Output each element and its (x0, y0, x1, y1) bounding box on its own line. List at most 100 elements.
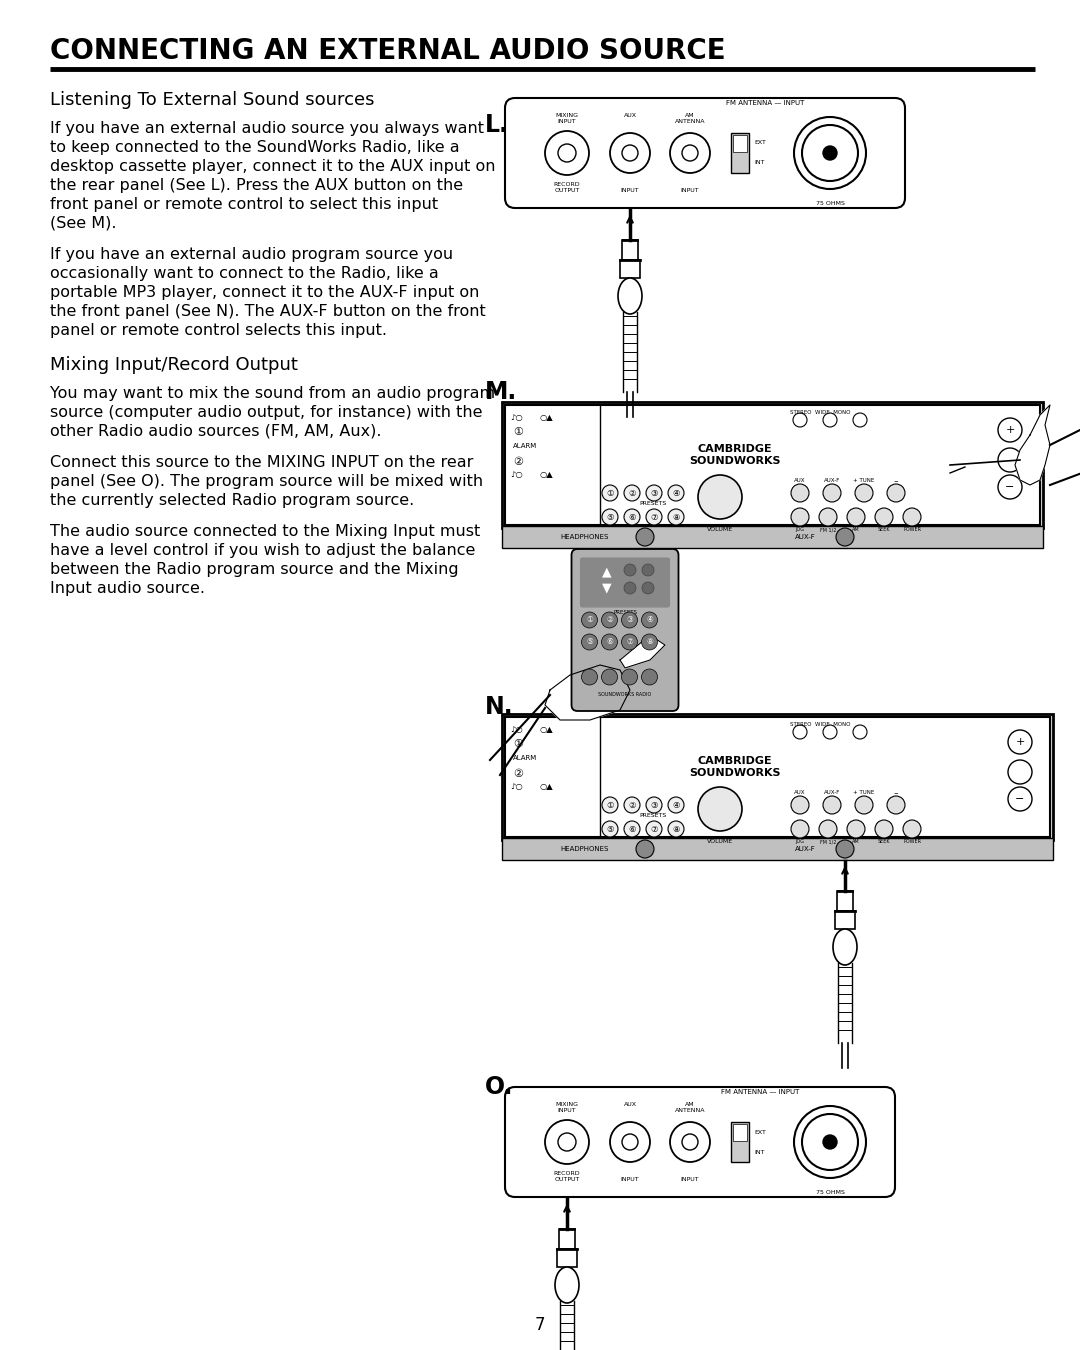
Text: other Radio audio sources (FM, AM, Aux).: other Radio audio sources (FM, AM, Aux). (50, 424, 381, 439)
Text: AUX-F: AUX-F (795, 846, 815, 852)
Text: POWER: POWER (903, 838, 921, 844)
Bar (502, 526, 1043, 548)
Text: ▲: ▲ (603, 566, 611, 578)
Text: SEEK: SEEK (878, 526, 890, 532)
Text: ⑦: ⑦ (650, 825, 658, 833)
Circle shape (602, 634, 618, 649)
Text: ♪○: ♪○ (510, 413, 523, 423)
Text: ⑦: ⑦ (650, 513, 658, 521)
Circle shape (621, 634, 637, 649)
Circle shape (636, 840, 654, 859)
Text: ⑥: ⑥ (629, 513, 636, 521)
Circle shape (819, 508, 837, 526)
Polygon shape (545, 666, 630, 720)
Text: VOLUME: VOLUME (707, 838, 733, 844)
Circle shape (669, 509, 684, 525)
Text: ④: ④ (672, 489, 679, 498)
Circle shape (602, 821, 618, 837)
Text: AM
ANTENNA: AM ANTENNA (675, 113, 705, 124)
Text: CAMBRIDGE
SOUNDWORKS: CAMBRIDGE SOUNDWORKS (689, 756, 781, 778)
Text: INPUT: INPUT (621, 188, 639, 193)
Text: FM 1/2: FM 1/2 (820, 526, 836, 532)
Text: PRESETS: PRESETS (639, 501, 666, 506)
Text: AUX-F: AUX-F (824, 790, 840, 795)
Text: VOLUME: VOLUME (707, 526, 733, 532)
Text: ②: ② (513, 458, 523, 467)
Circle shape (823, 485, 841, 502)
Text: AM: AM (852, 526, 860, 532)
Text: MIXING
INPUT: MIXING INPUT (555, 1102, 579, 1112)
Text: ④: ④ (672, 801, 679, 810)
Text: EXT: EXT (754, 1130, 766, 1134)
Circle shape (624, 509, 640, 525)
Text: JOG: JOG (796, 838, 805, 844)
Text: ③: ③ (650, 489, 658, 498)
Text: −: − (893, 790, 899, 795)
Text: INT: INT (754, 1149, 765, 1154)
Text: INPUT: INPUT (680, 188, 700, 193)
Text: front panel or remote control to select this input: front panel or remote control to select … (50, 197, 438, 212)
Polygon shape (620, 634, 665, 668)
Text: Connect this source to the MIXING INPUT on the rear: Connect this source to the MIXING INPUT … (50, 455, 473, 470)
Text: The audio source connected to the Mixing Input must: The audio source connected to the Mixing… (50, 524, 481, 539)
Bar (559, 1228, 575, 1249)
Text: ②: ② (629, 801, 636, 810)
Text: ALARM: ALARM (513, 755, 537, 761)
Circle shape (903, 819, 921, 838)
Circle shape (624, 564, 636, 576)
Circle shape (624, 796, 640, 813)
Circle shape (602, 485, 618, 501)
Text: AUX: AUX (794, 478, 806, 483)
Text: +: + (1005, 425, 1015, 435)
Text: panel (See O). The program source will be mixed with: panel (See O). The program source will b… (50, 474, 483, 489)
Text: N.: N. (485, 695, 514, 720)
FancyBboxPatch shape (571, 549, 678, 711)
Text: ②: ② (606, 616, 613, 625)
Circle shape (581, 634, 597, 649)
Text: If you have an external audio source you always want: If you have an external audio source you… (50, 122, 484, 136)
Circle shape (669, 485, 684, 501)
Text: M.: M. (485, 379, 517, 404)
Text: MIXING
INPUT: MIXING INPUT (555, 113, 579, 124)
Text: + TUNE: + TUNE (853, 790, 875, 795)
Text: ⑥: ⑥ (629, 825, 636, 833)
Circle shape (581, 670, 597, 684)
Text: ①: ① (606, 489, 613, 498)
Text: ①: ① (513, 738, 523, 749)
Circle shape (642, 670, 658, 684)
Text: ①: ① (513, 427, 523, 437)
Text: FM ANTENNA — INPUT: FM ANTENNA — INPUT (726, 100, 805, 107)
Text: INPUT: INPUT (680, 1177, 700, 1183)
Ellipse shape (555, 1268, 579, 1303)
Circle shape (581, 612, 597, 628)
Text: to keep connected to the SoundWorks Radio, like a: to keep connected to the SoundWorks Radi… (50, 140, 460, 155)
Bar (733, 135, 747, 153)
Text: FM ANTENNA — INPUT: FM ANTENNA — INPUT (720, 1089, 799, 1095)
Circle shape (642, 564, 654, 576)
Text: SOUNDWORKS RADIO: SOUNDWORKS RADIO (598, 693, 651, 697)
Text: source (computer audio output, for instance) with the: source (computer audio output, for insta… (50, 405, 483, 420)
Text: ⑤: ⑤ (606, 513, 613, 521)
Text: ②: ② (513, 769, 523, 779)
Circle shape (791, 819, 809, 838)
Circle shape (602, 670, 618, 684)
Text: ○▲: ○▲ (540, 413, 554, 423)
Text: SEEK: SEEK (878, 838, 890, 844)
Circle shape (602, 796, 618, 813)
Text: ③: ③ (626, 616, 633, 625)
Circle shape (823, 146, 837, 161)
Circle shape (621, 612, 637, 628)
Circle shape (875, 508, 893, 526)
Text: AUX-F: AUX-F (824, 478, 840, 483)
Text: AM: AM (852, 838, 860, 844)
Circle shape (642, 612, 658, 628)
Circle shape (847, 819, 865, 838)
Circle shape (794, 1106, 866, 1179)
Bar (622, 240, 638, 261)
Text: ①: ① (586, 616, 593, 625)
Circle shape (903, 508, 921, 526)
Bar (837, 891, 853, 911)
Text: AM
ANTENNA: AM ANTENNA (675, 1102, 705, 1112)
Bar (505, 405, 1040, 525)
Text: occasionally want to connect to the Radio, like a: occasionally want to connect to the Radi… (50, 266, 438, 281)
